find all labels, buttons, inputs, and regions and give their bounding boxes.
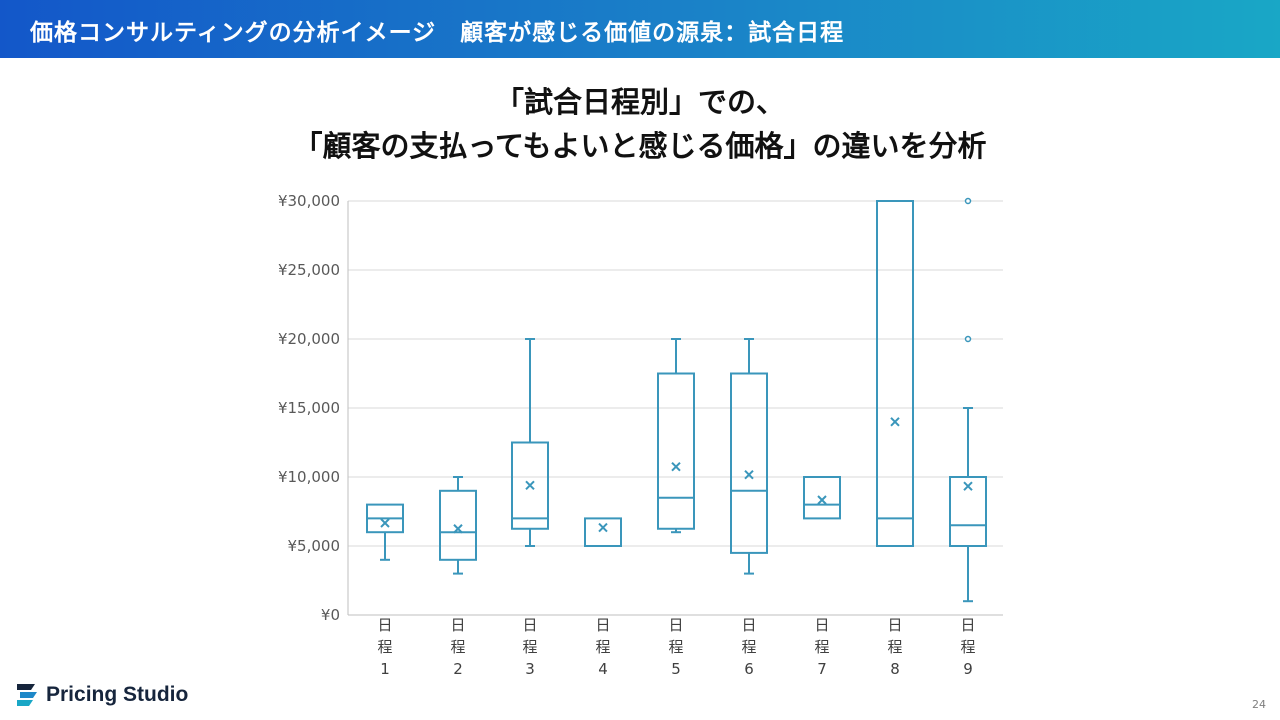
box bbox=[803, 476, 841, 520]
x-category-label: 程 bbox=[595, 638, 610, 656]
x-category-label: 程 bbox=[377, 638, 392, 656]
x-category-label: 3 bbox=[525, 660, 535, 678]
slide-title-line2: 「顧客の支払ってもよいと感じる価格」の違いを分析 bbox=[293, 129, 987, 163]
box bbox=[511, 441, 549, 530]
y-tick-label: ¥5,000 bbox=[288, 537, 341, 555]
x-category-label: 2 bbox=[453, 660, 463, 678]
box bbox=[730, 372, 768, 554]
mean-marker bbox=[817, 495, 827, 505]
box bbox=[949, 476, 987, 547]
mean-marker bbox=[380, 518, 390, 528]
y-tick-label: ¥30,000 bbox=[278, 192, 340, 210]
y-tick-label: ¥0 bbox=[321, 606, 340, 624]
mean-marker bbox=[963, 481, 973, 491]
mean-marker bbox=[525, 480, 535, 490]
x-category-label: 程 bbox=[814, 638, 829, 656]
box bbox=[584, 517, 622, 548]
y-tick-label: ¥15,000 bbox=[278, 399, 340, 417]
x-category-label: 5 bbox=[671, 660, 681, 678]
box bbox=[876, 200, 914, 547]
mean-marker bbox=[453, 524, 463, 534]
y-tick-label: ¥20,000 bbox=[278, 330, 340, 348]
x-category-label: 1 bbox=[380, 660, 390, 678]
x-category-label: 程 bbox=[668, 638, 683, 656]
x-category-label: 日 bbox=[741, 616, 756, 634]
outlier-point bbox=[964, 197, 972, 205]
x-category-label: 4 bbox=[598, 660, 608, 678]
outlier-point bbox=[964, 335, 972, 343]
x-category-label: 日 bbox=[595, 616, 610, 634]
slide-title: 「試合日程別」での、 「顧客の支払ってもよいと感じる価格」の違いを分析 bbox=[0, 80, 1280, 168]
x-category-label: 程 bbox=[887, 638, 902, 656]
y-tick-label: ¥25,000 bbox=[278, 261, 340, 279]
x-category-label: 日 bbox=[814, 616, 829, 634]
mean-marker bbox=[744, 469, 754, 480]
x-category-label: 7 bbox=[817, 660, 827, 678]
pricing-studio-logo-icon bbox=[17, 684, 37, 706]
mean-marker bbox=[671, 461, 681, 472]
logo: Pricing Studio bbox=[14, 680, 188, 710]
box bbox=[657, 372, 695, 530]
x-category-label: 程 bbox=[522, 638, 537, 656]
x-category-label: 程 bbox=[960, 638, 975, 656]
x-category-label: 日 bbox=[377, 616, 392, 634]
x-category-label: 日 bbox=[887, 616, 902, 634]
x-category-label: 日 bbox=[668, 616, 683, 634]
box bbox=[439, 489, 477, 561]
x-category-label: 日 bbox=[960, 616, 975, 634]
page-number: 24 bbox=[1252, 698, 1266, 711]
mean-marker bbox=[598, 522, 608, 533]
x-category-label: 日 bbox=[450, 616, 465, 634]
x-category-label: 8 bbox=[890, 660, 900, 678]
x-category-label: 日 bbox=[522, 616, 537, 634]
logo-text: Pricing Studio bbox=[46, 683, 189, 706]
mean-marker bbox=[890, 417, 900, 427]
y-tick-label: ¥10,000 bbox=[278, 468, 340, 486]
header-title: 価格コンサルティングの分析イメージ 顧客が感じる価値の源泉：試合日程 bbox=[30, 20, 845, 46]
header-bar: 価格コンサルティングの分析イメージ 顧客が感じる価値の源泉：試合日程 bbox=[0, 0, 1280, 58]
x-category-label: 程 bbox=[741, 638, 756, 656]
x-category-label: 9 bbox=[963, 660, 973, 678]
x-category-label: 程 bbox=[450, 638, 465, 656]
x-category-label: 6 bbox=[744, 660, 754, 678]
slide-title-line1: 「試合日程別」での、 bbox=[494, 85, 785, 119]
